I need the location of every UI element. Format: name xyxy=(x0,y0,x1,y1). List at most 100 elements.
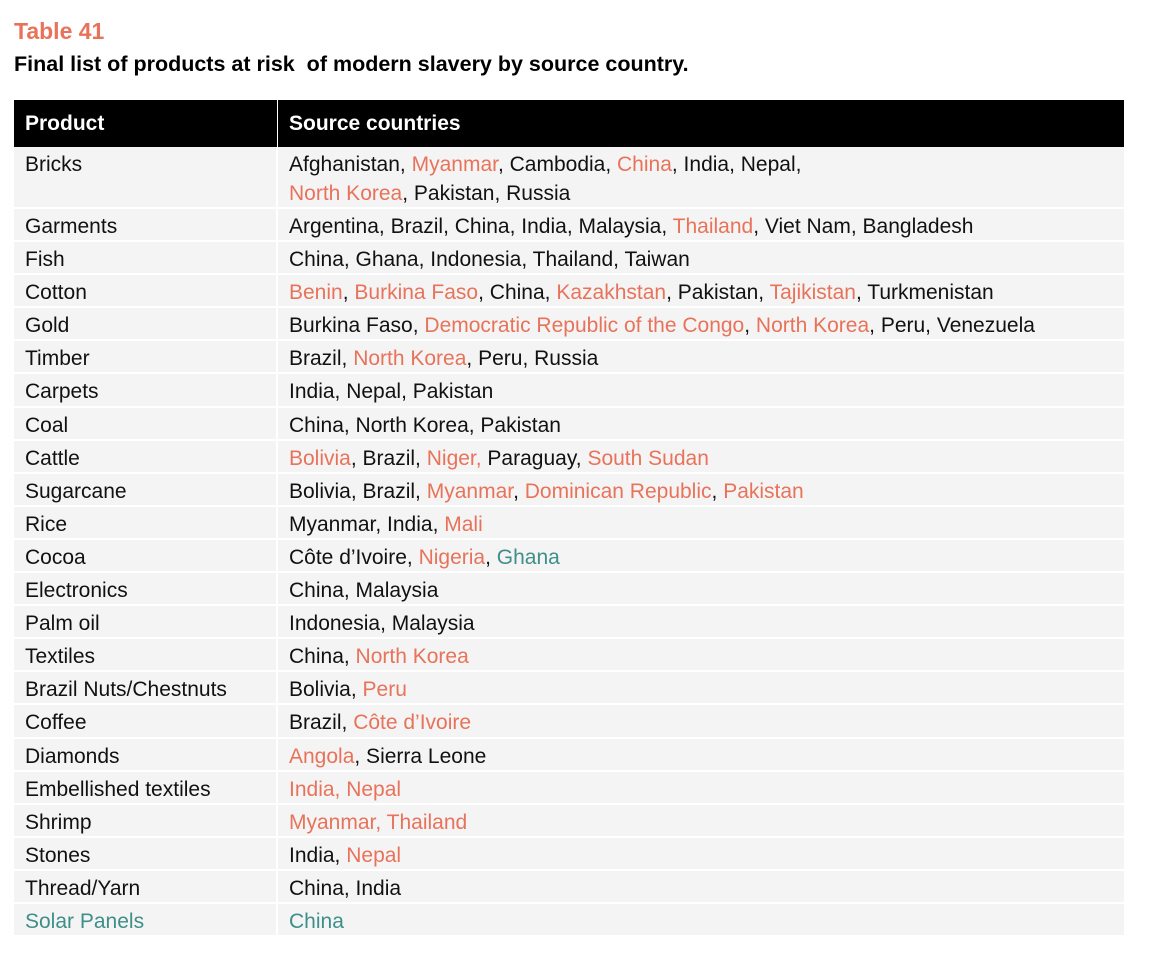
country-text: , Pakistan, xyxy=(666,281,770,305)
source-countries-cell: Brazil, Côte d’Ivoire xyxy=(278,705,1124,736)
country-highlight-text: North Korea xyxy=(755,314,870,338)
country-text: India, Nepal, Pakistan xyxy=(289,380,494,404)
country-text: , Viet Nam, Bangladesh xyxy=(753,215,974,238)
table-row: Cattle Bolivia, Brazil, Niger, Paraguay, … xyxy=(14,440,1124,474)
source-countries-cell: Côte d’Ivoire, Nigeria, Ghana xyxy=(278,540,1124,571)
country-highlight-text: Dominican Republic xyxy=(524,479,712,503)
product-cell: Thread/Yarn xyxy=(14,870,278,902)
table-row: Embellished textiles India, Nepal xyxy=(14,771,1124,805)
country-text: Bolivia, xyxy=(289,678,363,702)
country-highlight-text: Côte d’Ivoire xyxy=(353,711,472,735)
country-highlight-text: Nigeria xyxy=(418,545,486,569)
column-header-product: Product xyxy=(14,100,278,147)
country-text: Argentina, Brazil, China, India, Malaysi… xyxy=(289,215,673,238)
table-row: Stones India, Nepal xyxy=(14,837,1124,871)
product-cell: Bricks xyxy=(14,147,278,207)
country-highlight-text: North Korea xyxy=(355,645,469,669)
country-text: China, Ghana, Indonesia, Thailand, Taiwa… xyxy=(289,248,690,272)
country-highlight-text: India, Nepal xyxy=(289,777,402,801)
country-highlight-text: Benin xyxy=(289,281,343,305)
table-row: Cocoa Côte d’Ivoire, Nigeria, Ghana xyxy=(14,539,1124,574)
product-cell: Garments xyxy=(14,209,278,241)
country-text: Burkina Faso, xyxy=(289,314,425,338)
country-highlight-text: Myanmar xyxy=(426,479,514,503)
country-text: , Sierra Leone xyxy=(354,744,487,768)
source-countries-cell: India, Nepal xyxy=(278,838,1124,869)
product-cell: Fish xyxy=(14,242,278,274)
country-highlight-text: Ghana xyxy=(496,545,560,569)
product-cell: Shrimp xyxy=(14,804,278,836)
table-row: Timber Brazil, North Korea, Peru, Russia xyxy=(14,341,1124,375)
products-table: Product Source countries Bricks Afghanist… xyxy=(14,100,1124,938)
country-highlight-text: Nepal xyxy=(346,843,402,867)
product-cell: Rice xyxy=(14,506,278,538)
country-highlight-text: Tajikistan xyxy=(769,281,856,305)
table-row: Carpets India, Nepal, Pakistan xyxy=(14,374,1124,408)
country-text: , xyxy=(513,479,525,503)
product-cell: Embellished textiles xyxy=(14,771,278,803)
country-highlight-text: China xyxy=(617,153,672,176)
country-highlight-text: Angola xyxy=(289,744,355,768)
country-highlight-text: Burkina Faso xyxy=(354,281,479,305)
table-row: Brazil Nuts/Chestnuts Bolivia, Peru xyxy=(14,672,1124,706)
country-highlight-text: Kazakhstan xyxy=(556,281,667,305)
column-header-source-countries: Source countries xyxy=(289,112,461,135)
country-highlight-text: North Korea xyxy=(353,347,467,371)
table-row: Textiles China, North Korea xyxy=(14,639,1124,673)
country-text: , xyxy=(485,545,497,569)
product-cell: Textiles xyxy=(14,639,278,671)
product-cell: Cattle xyxy=(14,440,278,472)
product-cell: Coal xyxy=(14,407,278,439)
table-row: Bricks Afghanistan, Myanmar, Cambodia, Ch… xyxy=(14,147,1124,209)
country-text: Afghanistan, xyxy=(289,153,412,176)
country-text: , Pakistan, Russia xyxy=(402,182,571,205)
source-countries-cell: Angola, Sierra Leone xyxy=(278,739,1124,770)
country-text: , Cambodia, xyxy=(497,153,618,176)
table-number-label: Table 41 xyxy=(14,18,105,44)
table-title: Final list of products at risk of modern… xyxy=(14,52,689,76)
product-cell: Palm oil xyxy=(14,606,278,638)
country-text: China, Malaysia xyxy=(289,579,439,603)
country-highlight-text: Pakistan xyxy=(723,479,804,503)
country-highlight-text: Mali xyxy=(444,512,483,536)
product-cell: Solar Panels xyxy=(14,903,278,936)
product-cell: Diamonds xyxy=(14,738,278,770)
country-text: Bolivia, Brazil, xyxy=(289,479,427,503)
table-body: Bricks Afghanistan, Myanmar, Cambodia, Ch… xyxy=(14,147,1124,938)
source-countries-cell: Myanmar, Thailand xyxy=(278,805,1124,836)
table-row: Gold Burkina Faso, Democratic Republic of… xyxy=(14,308,1124,342)
country-text: Brazil, xyxy=(289,711,354,735)
table-header-row: Product Source countries xyxy=(14,100,1124,147)
country-text: , India, Nepal, xyxy=(671,153,802,176)
country-text: , China, xyxy=(478,281,557,305)
source-countries-cell: India, Nepal xyxy=(278,772,1124,803)
country-text: China, India xyxy=(289,876,402,900)
table-row: Electronics China, Malaysia xyxy=(14,573,1124,607)
source-countries-cell: Bolivia, Peru xyxy=(278,672,1124,703)
country-highlight-text: Bolivia xyxy=(289,446,351,470)
source-countries-cell: China, North Korea, Pakistan xyxy=(278,408,1124,439)
table-row: Rice Myanmar, India, Mali xyxy=(14,506,1124,540)
country-text: China, North Korea, Pakistan xyxy=(289,413,561,437)
country-text: , xyxy=(711,479,724,503)
country-text: , Peru, Venezuela xyxy=(869,314,1035,338)
source-countries-cell: Brazil, North Korea, Peru, Russia xyxy=(278,341,1124,372)
product-cell: Stones xyxy=(14,837,278,869)
table-row: Diamonds Angola, Sierra Leone xyxy=(14,738,1124,772)
country-highlight-text: Myanmar xyxy=(411,153,498,176)
product-cell: Brazil Nuts/Chestnuts xyxy=(14,672,278,704)
source-countries-cell: India, Nepal, Pakistan xyxy=(278,374,1124,405)
country-text: , xyxy=(342,281,355,305)
table-row: Thread/Yarn China, India xyxy=(14,870,1124,904)
source-countries-cell: China xyxy=(278,904,1124,935)
table-row: Solar Panels China xyxy=(14,903,1124,938)
country-highlight-text: Democratic Republic of the Congo xyxy=(424,314,745,338)
table-row: Cotton Benin, Burkina Faso, China, Kazakh… xyxy=(14,275,1124,309)
table-row: Coal China, North Korea, Pakistan xyxy=(14,407,1124,441)
product-cell: Carpets xyxy=(14,374,278,406)
country-highlight-text: Niger, xyxy=(426,446,482,470)
source-countries-cell: China, Ghana, Indonesia, Thailand, Taiwa… xyxy=(278,242,1124,273)
source-countries-cell: Argentina, Brazil, China, India, Malaysi… xyxy=(278,209,1124,240)
country-text: , xyxy=(744,314,756,338)
country-text: , Peru, Russia xyxy=(466,347,599,371)
